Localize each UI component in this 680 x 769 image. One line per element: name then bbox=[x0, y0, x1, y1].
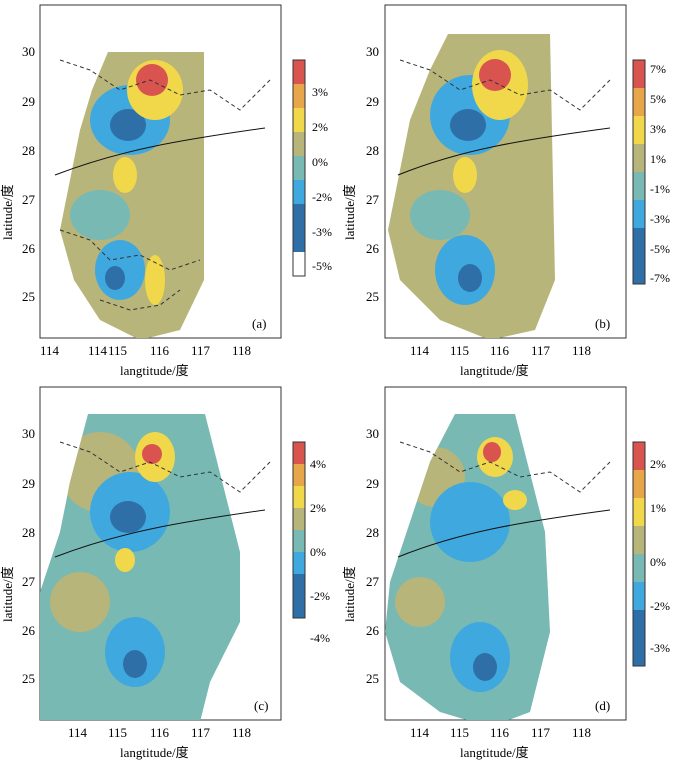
y-tick: 29 bbox=[366, 94, 379, 109]
colorbar-label: -3% bbox=[650, 641, 670, 655]
x-tick: 116 bbox=[490, 343, 510, 358]
panel-d: 114 115 116 117 118 30 29 28 27 26 25 la… bbox=[340, 382, 680, 764]
x-tick: 115 bbox=[450, 343, 469, 358]
colorbar-label: 0% bbox=[310, 545, 326, 559]
anomaly-field bbox=[40, 414, 240, 720]
x-tick: 117 bbox=[191, 725, 211, 740]
colorbar-label: 1% bbox=[650, 152, 666, 166]
colorbar-label: 0% bbox=[650, 555, 666, 569]
colorbar-label: 3% bbox=[650, 122, 666, 136]
x-tick: 114 bbox=[88, 343, 108, 358]
colorbar bbox=[632, 441, 646, 667]
y-axis-label: latitude/度 bbox=[0, 184, 15, 240]
y-tick: 29 bbox=[366, 476, 379, 491]
colorbar bbox=[632, 59, 646, 285]
y-tick: 30 bbox=[22, 426, 35, 441]
y-tick: 27 bbox=[22, 574, 36, 589]
y-tick: 28 bbox=[366, 525, 379, 540]
x-axis-label: langtitude/度 bbox=[120, 363, 189, 378]
colorbar-label: -2% bbox=[312, 190, 332, 204]
colorbar bbox=[292, 441, 306, 619]
x-tick: 117 bbox=[531, 725, 551, 740]
colorbar-label: 2% bbox=[310, 501, 326, 515]
colorbar-label: -2% bbox=[650, 599, 670, 613]
anomaly-field bbox=[388, 34, 555, 338]
x-tick: 115 bbox=[450, 725, 469, 740]
x-tick: 114 bbox=[410, 343, 430, 358]
x-tick: 116 bbox=[150, 725, 170, 740]
colorbar-label: 3% bbox=[312, 85, 328, 99]
x-tick: 114 bbox=[410, 725, 430, 740]
colorbar-label: -1% bbox=[650, 182, 670, 196]
colorbar-label: -3% bbox=[312, 225, 332, 239]
x-tick: 114 bbox=[40, 343, 60, 358]
y-tick: 25 bbox=[366, 671, 379, 686]
map-c: 114 115 116 117 118 30 29 28 27 26 25 la… bbox=[0, 386, 330, 760]
colorbar-label: -3% bbox=[650, 212, 670, 226]
panel-letter: (b) bbox=[595, 316, 610, 331]
y-tick: 25 bbox=[22, 671, 35, 686]
y-tick: 29 bbox=[22, 476, 35, 491]
colorbar-label: 2% bbox=[312, 120, 328, 134]
y-axis-label: latitude/度 bbox=[342, 184, 357, 240]
y-tick: 27 bbox=[22, 192, 36, 207]
x-tick: 118 bbox=[232, 343, 251, 358]
panel-letter: (a) bbox=[252, 316, 266, 331]
colorbar-label: -7% bbox=[650, 271, 670, 285]
y-tick: 30 bbox=[366, 426, 379, 441]
y-tick: 28 bbox=[22, 143, 35, 158]
y-tick: 25 bbox=[366, 289, 379, 304]
x-tick: 118 bbox=[572, 725, 591, 740]
colorbar-label: 4% bbox=[310, 457, 326, 471]
map-b: 114 115 116 117 118 30 29 28 27 26 25 la… bbox=[342, 4, 670, 378]
map-a: 114 114 115 116 117 118 30 29 28 27 26 2… bbox=[0, 4, 332, 378]
x-tick: 114 bbox=[68, 725, 88, 740]
y-tick: 26 bbox=[366, 623, 380, 638]
y-tick: 26 bbox=[22, 623, 36, 638]
panel-letter: (c) bbox=[254, 698, 268, 713]
x-tick: 117 bbox=[531, 343, 551, 358]
colorbar-label: 2% bbox=[650, 457, 666, 471]
y-tick: 27 bbox=[366, 574, 380, 589]
x-tick: 115 bbox=[108, 725, 127, 740]
y-axis-label: latitude/度 bbox=[342, 566, 357, 622]
y-tick: 30 bbox=[366, 44, 379, 59]
y-tick: 27 bbox=[366, 192, 380, 207]
colorbar bbox=[292, 59, 306, 277]
x-tick: 118 bbox=[572, 343, 591, 358]
x-axis-label: langtitude/度 bbox=[460, 363, 529, 378]
y-tick: 26 bbox=[22, 241, 36, 256]
y-tick: 28 bbox=[366, 143, 379, 158]
y-tick: 29 bbox=[22, 94, 35, 109]
colorbar-label: 7% bbox=[650, 62, 666, 76]
colorbar-label: 5% bbox=[650, 92, 666, 106]
colorbar-label: 0% bbox=[312, 155, 328, 169]
y-tick: 28 bbox=[22, 525, 35, 540]
panel-b: 114 115 116 117 118 30 29 28 27 26 25 la… bbox=[340, 0, 680, 382]
x-tick: 116 bbox=[490, 725, 510, 740]
x-tick: 117 bbox=[191, 343, 211, 358]
colorbar-label: -5% bbox=[312, 259, 332, 273]
colorbar-label: -5% bbox=[650, 242, 670, 256]
colorbar-label: 1% bbox=[650, 501, 666, 515]
y-axis-label: latitude/度 bbox=[0, 566, 15, 622]
y-tick: 25 bbox=[22, 289, 35, 304]
y-tick: 30 bbox=[22, 44, 35, 59]
x-axis-label: langtitude/度 bbox=[460, 745, 529, 760]
panel-letter: (d) bbox=[595, 698, 610, 713]
panel-c: 114 115 116 117 118 30 29 28 27 26 25 la… bbox=[0, 382, 340, 764]
colorbar-label: -2% bbox=[310, 589, 330, 603]
panel-a: 114 114 115 116 117 118 30 29 28 27 26 2… bbox=[0, 0, 340, 382]
colorbar-label: -4% bbox=[310, 631, 330, 645]
x-axis-label: langtitude/度 bbox=[120, 745, 189, 760]
map-d: 114 115 116 117 118 30 29 28 27 26 25 la… bbox=[342, 386, 670, 760]
x-tick: 115 bbox=[108, 343, 127, 358]
y-tick: 26 bbox=[366, 241, 380, 256]
x-tick: 116 bbox=[150, 343, 170, 358]
x-tick: 118 bbox=[232, 725, 251, 740]
